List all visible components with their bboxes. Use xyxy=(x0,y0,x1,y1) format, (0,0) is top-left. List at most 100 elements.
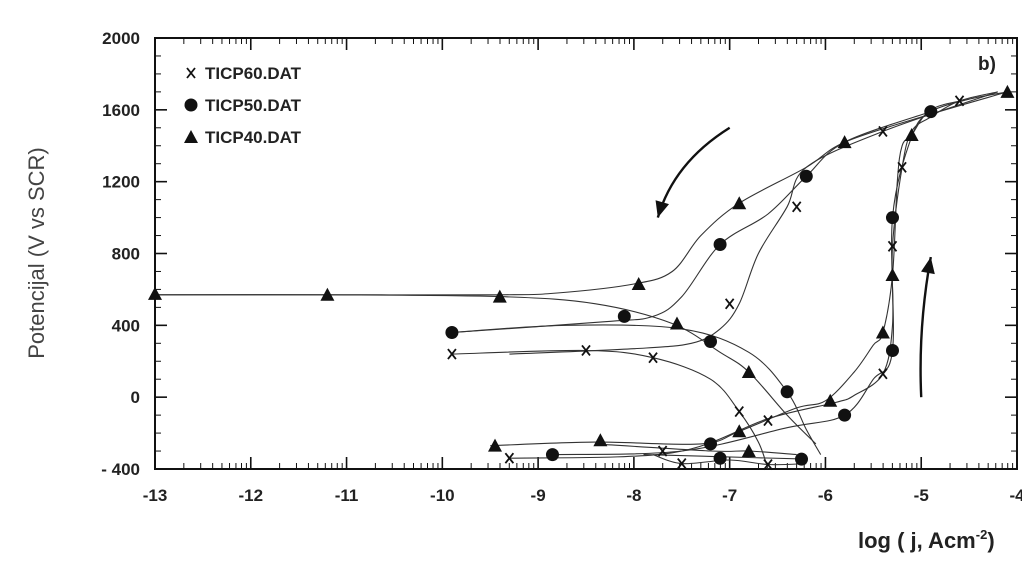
x-marker-stroke xyxy=(887,240,898,252)
ticp60-dat-marker xyxy=(878,368,888,380)
x-marker-stroke xyxy=(504,452,515,464)
ticp50-dat-scan-up-curve xyxy=(552,98,970,456)
ticp60-dat-marker xyxy=(887,240,898,252)
ticp60-dat-marker xyxy=(657,445,668,457)
ticp40-dat-marker xyxy=(885,268,900,282)
legend-ticp50-dat-label: TICP50.DAT xyxy=(205,96,302,115)
y-tick-label: 1200 xyxy=(102,173,140,192)
ticp40-dat-marker xyxy=(631,277,646,291)
ticp60-dat-marker xyxy=(504,452,515,464)
x-marker-stroke xyxy=(186,67,196,79)
ticp50-dat-marker xyxy=(795,452,808,466)
ticp60-dat-scan-down-curve xyxy=(451,349,769,470)
ticp40-dat-marker xyxy=(837,135,852,149)
ticp40-dat-marker xyxy=(823,393,838,407)
y-axis-title: Potencijal (V vs SCR) xyxy=(24,147,49,359)
x-marker-stroke xyxy=(763,414,773,427)
legend-ticp50-dat-marker xyxy=(184,98,198,112)
major-ticks xyxy=(154,37,1018,470)
x-marker-stroke xyxy=(734,405,744,418)
x-marker-stroke xyxy=(878,368,888,380)
ticp40-dat-marker xyxy=(593,433,608,447)
x-marker-stroke xyxy=(763,458,773,471)
ticp50-dat-marker xyxy=(885,343,899,357)
x-marker-stroke xyxy=(897,161,907,173)
ticp60-dat-marker xyxy=(648,352,658,364)
ticp60-dat-marker xyxy=(878,125,888,137)
x-marker-stroke xyxy=(878,125,888,137)
ticp60-dat-marker xyxy=(447,348,457,360)
legend-ticp40-dat-marker xyxy=(184,130,198,143)
ticp50-dat-marker xyxy=(838,408,852,422)
ticp60-dat-marker xyxy=(897,161,907,173)
ticp40-dat-marker xyxy=(741,444,756,458)
x-axis-title-superscript: -2 xyxy=(976,527,988,542)
ticp60-dat-scan-up-curve xyxy=(509,91,998,459)
ticp50-dat-marker xyxy=(713,238,727,252)
x-marker-stroke xyxy=(657,445,668,457)
ticp40-dat-marker xyxy=(875,325,890,339)
ticp50-dat-marker xyxy=(545,448,559,462)
ticp60-dat-marker xyxy=(581,344,591,357)
arrow-down-left-head xyxy=(655,200,670,218)
ticp40-dat-marker xyxy=(741,365,756,379)
legend-ticp60-dat-marker xyxy=(186,67,196,79)
ticp40-dat-scan-down-curve xyxy=(154,294,817,445)
x-marker-stroke xyxy=(581,344,591,357)
x-marker-stroke xyxy=(954,95,965,107)
ticp60-dat-marker xyxy=(734,405,744,418)
ticp40-dat-tail-curve xyxy=(595,443,797,456)
y-tick-label: 400 xyxy=(112,316,140,335)
series-markers xyxy=(148,84,1015,471)
ticp50-dat-marker xyxy=(924,105,938,119)
x-axis-title-close: ) xyxy=(987,528,994,553)
ticp50-dat-marker xyxy=(617,309,631,323)
x-tick-label: -5 xyxy=(914,486,929,505)
ticp40-dat-reverse-curve xyxy=(155,91,1008,296)
ticp40-dat-marker xyxy=(488,438,503,452)
x-tick-label: -12 xyxy=(238,486,263,505)
x-marker-stroke xyxy=(724,298,735,310)
ticp40-dat-marker xyxy=(904,127,919,141)
series-curves xyxy=(154,91,1008,470)
y-tick-label: 1600 xyxy=(102,101,140,120)
panel-label: b) xyxy=(978,54,996,75)
x-marker-stroke xyxy=(648,352,658,364)
x-tick-label: -6 xyxy=(818,486,833,505)
direction-arrows xyxy=(655,126,935,398)
ticp60-dat-marker xyxy=(954,95,965,107)
legend: TICP60.DAT TICP50.DAT TICP40.DAT xyxy=(184,64,302,147)
ticp40-dat-marker xyxy=(1000,84,1015,98)
ticp50-dat-marker xyxy=(713,451,727,465)
y-tick-label: 800 xyxy=(112,245,140,264)
ticp40-dat-scan-up-curve xyxy=(490,91,1008,447)
arrow-up-head xyxy=(921,257,935,275)
x-tick-label: -4 xyxy=(1009,486,1022,505)
x-axis-title: log ( j, Acm-2) xyxy=(858,527,995,553)
x-marker-stroke xyxy=(677,458,687,470)
ticp50-dat-marker xyxy=(780,385,794,399)
ticp60-dat-marker xyxy=(677,458,687,470)
ticp60-dat-tail-curve xyxy=(652,454,807,466)
x-tick-label: -13 xyxy=(143,486,168,505)
x-tick-label: -11 xyxy=(335,486,359,505)
ticp40-dat-marker xyxy=(492,289,507,303)
ticp60-dat-marker xyxy=(792,201,802,213)
ticp50-dat-reverse-curve xyxy=(451,111,931,334)
ticp60-dat-marker xyxy=(724,298,735,310)
x-tick-label: -7 xyxy=(722,486,737,505)
y-tick-label: 2000 xyxy=(102,29,140,48)
ticp40-dat-marker xyxy=(669,316,684,330)
ticp60-dat-marker xyxy=(763,458,773,471)
x-tick-label: -8 xyxy=(626,486,641,505)
minor-ticks xyxy=(155,38,1017,469)
ticp40-dat-marker xyxy=(732,196,747,210)
legend-ticp40-dat-label: TICP40.DAT xyxy=(205,128,302,147)
ticp40-dat-marker xyxy=(320,287,335,301)
x-tick-label: -9 xyxy=(531,486,546,505)
y-tick-labels: - 400 0 400 800 1200 1600 2000 xyxy=(101,29,140,479)
x-marker-stroke xyxy=(792,201,802,213)
ticp40-dat-marker xyxy=(732,424,747,438)
legend-ticp60-dat-label: TICP60.DAT xyxy=(205,64,302,83)
x-axis-title-main: log ( j, Acm xyxy=(858,528,976,553)
